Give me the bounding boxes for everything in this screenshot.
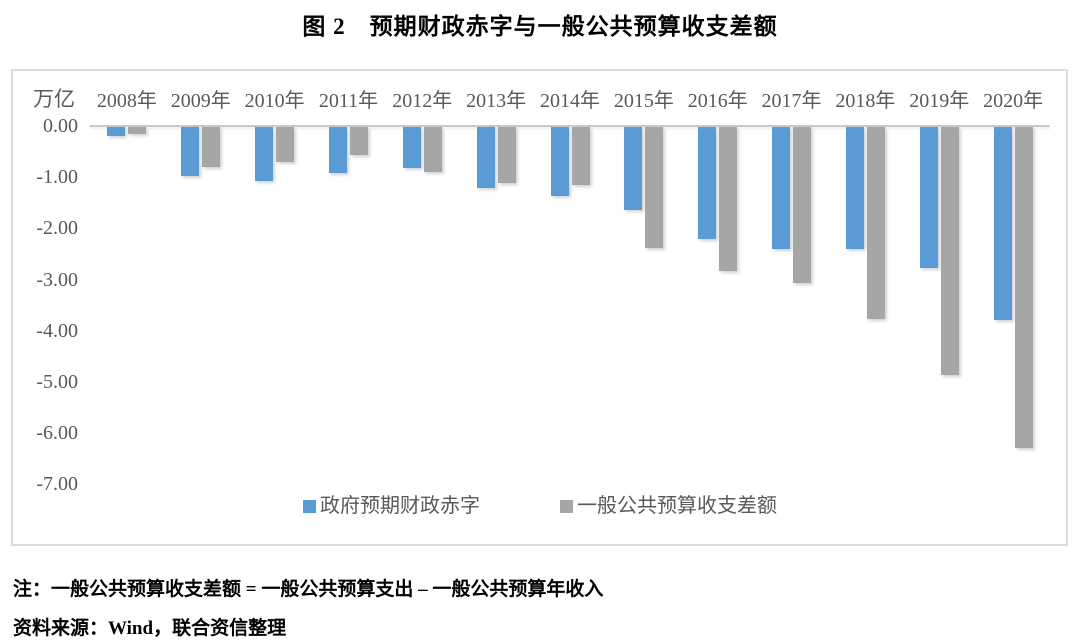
x-axis-label-2017年: 2017年 [761, 90, 822, 112]
x-axis-label-2010年: 2010年 [244, 90, 305, 112]
y-axis-tick--2.00: -2.00 [36, 217, 78, 240]
legend-label-expected-deficit: 政府预期财政赤字 [320, 495, 480, 517]
x-axis-label-2018年: 2018年 [835, 90, 896, 112]
legend-item-expected-deficit: 政府预期财政赤字 [303, 494, 480, 518]
bar-budget-gap-2014年 [571, 127, 590, 185]
bar-expected-deficit-2009年 [181, 127, 200, 176]
bar-expected-deficit-2014年 [550, 127, 569, 197]
legend-swatch-expected-deficit [303, 499, 316, 513]
legend-item-budget-gap: 一般公共预算收支差额 [560, 494, 777, 518]
bar-expected-deficit-2018年 [845, 127, 864, 249]
x-axis-label-2020年: 2020年 [983, 90, 1044, 112]
y-axis-tick--3.00: -3.00 [36, 268, 78, 291]
bar-expected-deficit-2012年 [402, 127, 421, 168]
bar-expected-deficit-2011年 [328, 127, 347, 174]
x-axis-label-2012年: 2012年 [392, 90, 453, 112]
chart-legend: 政府预期财政赤字 一般公共预算收支差额 [0, 494, 1080, 518]
footnote-note: 注：一般公共预算收支差额 = 一般公共预算支出 – 一般公共预算年收入 [13, 579, 604, 600]
bar-expected-deficit-2013年 [476, 127, 495, 189]
bar-expected-deficit-2017年 [772, 127, 791, 249]
bar-budget-gap-2009年 [202, 127, 221, 167]
bar-budget-gap-2016年 [719, 127, 738, 272]
x-axis-label-2014年: 2014年 [540, 90, 600, 112]
bar-expected-deficit-2020年 [993, 127, 1012, 320]
x-axis-label-2016年: 2016年 [687, 90, 748, 112]
y-axis-tick--4.00: -4.00 [36, 319, 78, 342]
bar-expected-deficit-2008年 [107, 127, 126, 137]
bar-budget-gap-2008年 [128, 127, 147, 134]
bar-budget-gap-2010年 [276, 127, 295, 162]
y-axis-tick--7.00: -7.00 [36, 473, 78, 496]
bar-budget-gap-2018年 [866, 127, 885, 319]
bar-budget-gap-2012年 [423, 127, 442, 172]
x-axis-label-2013年: 2013年 [466, 90, 527, 112]
x-axis-label-2008年: 2008年 [96, 90, 157, 112]
footnote-source: 资料来源：Wind，联合资信整理 [13, 618, 287, 639]
bar-budget-gap-2017年 [793, 127, 812, 284]
zero-axis-line [90, 125, 1050, 127]
bar-budget-gap-2015年 [645, 127, 664, 248]
bar-expected-deficit-2015年 [624, 127, 643, 210]
bar-expected-deficit-2010年 [255, 127, 274, 181]
page-title: 图 2 预期财政赤字与一般公共预算收支差额 [302, 14, 778, 39]
y-axis-tick--5.00: -5.00 [36, 371, 78, 393]
x-axis-label-2019年: 2019年 [909, 90, 970, 112]
bar-expected-deficit-2016年 [698, 127, 717, 239]
legend-label-budget-gap: 一般公共预算收支差额 [577, 495, 777, 517]
chart-frame [11, 69, 1068, 546]
y-axis-tick--1.00: -1.00 [36, 166, 78, 189]
x-axis-label-2011年: 2011年 [318, 90, 379, 112]
x-axis-label-2009年: 2009年 [170, 90, 231, 112]
y-axis-tick-0.00: 0.00 [43, 115, 78, 137]
bar-budget-gap-2013年 [497, 127, 516, 184]
legend-swatch-budget-gap [560, 499, 573, 513]
bar-budget-gap-2011年 [349, 127, 368, 155]
bar-budget-gap-2019年 [940, 127, 959, 376]
y-axis-unit-label: 万亿 [33, 87, 75, 111]
x-axis-label-2015年: 2015年 [613, 90, 674, 112]
y-axis-tick--6.00: -6.00 [36, 422, 78, 445]
bar-budget-gap-2020年 [1014, 127, 1033, 449]
bar-expected-deficit-2019年 [919, 127, 938, 269]
